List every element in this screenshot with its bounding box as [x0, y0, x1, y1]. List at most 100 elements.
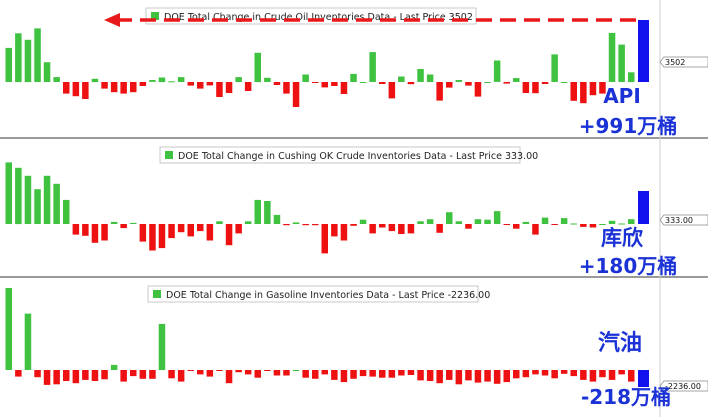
bar [235, 370, 242, 373]
bar [24, 313, 32, 370]
latest-bar [638, 20, 649, 82]
bar [551, 224, 558, 225]
bar [168, 370, 175, 379]
bar [618, 370, 625, 375]
bar [187, 82, 194, 86]
bar [312, 224, 319, 226]
bar [388, 224, 396, 232]
last-price-tag: -2236.00 [659, 380, 708, 392]
bar [149, 370, 156, 379]
annotation-value: -218万桶 [581, 385, 671, 409]
bar [608, 370, 616, 380]
bar [82, 370, 89, 380]
bar [53, 183, 60, 224]
bar [72, 224, 80, 235]
bar [15, 33, 22, 83]
bar [197, 224, 204, 232]
bar [312, 370, 319, 379]
bar [599, 82, 606, 94]
bar [541, 370, 549, 376]
bar [369, 370, 376, 377]
bar [580, 224, 587, 227]
bar [177, 370, 185, 382]
bar [532, 224, 539, 235]
bar [149, 80, 156, 82]
annotation: 汽油 -218万桶 [581, 330, 671, 409]
bar [379, 224, 386, 228]
bar [551, 54, 558, 82]
bar [63, 199, 70, 224]
bar [15, 167, 22, 225]
legend-title: DOE Total Change in Gasoline Inventories… [166, 290, 490, 301]
bar [474, 219, 482, 224]
bar [465, 82, 472, 86]
bar [244, 221, 252, 224]
bar [455, 80, 463, 82]
bar [91, 78, 99, 83]
bar [446, 82, 453, 88]
bar [455, 221, 463, 224]
bar [91, 224, 99, 243]
comparison-arrow [104, 13, 636, 27]
bar [359, 219, 367, 224]
bar [34, 189, 41, 224]
bar [628, 370, 635, 382]
bars-layer [5, 20, 649, 387]
bar [331, 82, 338, 86]
bar [264, 370, 271, 371]
bar [503, 82, 510, 84]
bar [225, 370, 233, 384]
annotation: API +991万桶 [579, 84, 678, 138]
bar [5, 47, 12, 82]
bar [580, 82, 587, 104]
bar [398, 370, 405, 376]
bar [139, 370, 147, 379]
bar [206, 82, 214, 86]
bar [446, 212, 453, 224]
bar [24, 39, 32, 83]
bar [244, 370, 252, 375]
bar [513, 370, 520, 379]
bar [628, 72, 635, 83]
bar [177, 77, 185, 82]
bar [264, 201, 271, 224]
last-price-label: 3502 [665, 58, 685, 67]
bar [589, 82, 597, 96]
annotation-value: +180万桶 [579, 254, 678, 278]
bar [599, 224, 606, 225]
bar [254, 199, 261, 224]
bar [379, 370, 386, 378]
bar [244, 82, 252, 91]
bar [522, 221, 530, 224]
bar [474, 370, 482, 383]
bar [522, 82, 530, 93]
bar [436, 82, 443, 101]
bar [43, 175, 51, 224]
bar [120, 82, 127, 94]
bar [503, 224, 510, 225]
last-price-tag: 333.00 [659, 214, 708, 226]
bar [340, 82, 348, 94]
bar [513, 224, 520, 229]
bar [168, 81, 175, 83]
bar [493, 370, 501, 384]
bar [350, 224, 357, 226]
bar [225, 224, 233, 246]
bar [321, 224, 328, 254]
bar [359, 82, 367, 83]
bar [15, 370, 22, 377]
bar [5, 288, 12, 370]
bar [101, 224, 108, 241]
bar [187, 224, 194, 237]
bar [407, 370, 415, 375]
bar [570, 82, 577, 101]
bar [436, 370, 443, 384]
bar [426, 370, 434, 381]
bar [618, 44, 625, 82]
bar [273, 214, 281, 224]
bar [407, 224, 415, 234]
bar [350, 73, 357, 82]
last-price-label: -2236.00 [665, 382, 701, 391]
bar [493, 60, 501, 82]
bar [359, 370, 367, 377]
